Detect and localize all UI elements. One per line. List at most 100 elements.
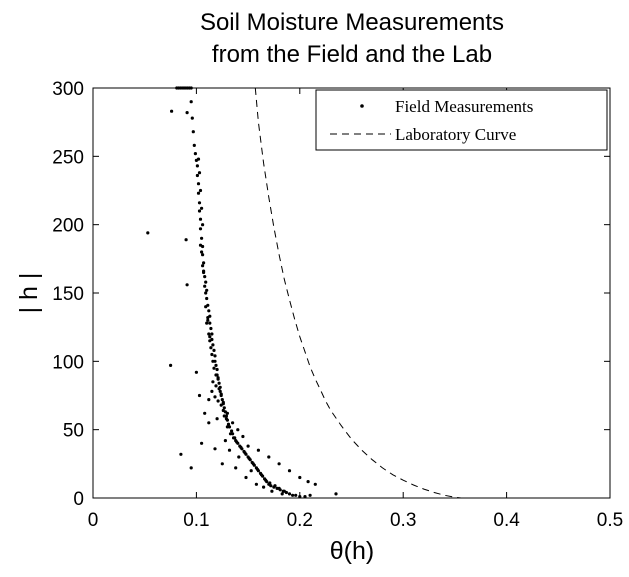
field-measurement-point: [197, 393, 202, 398]
x-tick-label: 0.4: [493, 510, 520, 531]
field-measurement-point: [244, 475, 248, 480]
field-measurement-point: [210, 332, 214, 336]
field-measurement-point: [203, 275, 207, 279]
field-measurement-point: [195, 164, 199, 168]
field-measurement-point: [277, 462, 281, 466]
field-measurement-point: [203, 284, 207, 288]
field-measurement-point: [197, 171, 202, 175]
field-measurement-point: [220, 462, 224, 466]
field-measurement-point: [247, 456, 251, 460]
field-measurement-point: [189, 100, 193, 104]
y-tick-label: 100: [52, 352, 84, 373]
field-measurement-point: [184, 238, 188, 242]
field-measurement-point: [262, 485, 266, 489]
field-measurement-point: [282, 489, 286, 493]
field-measurement-point: [313, 482, 317, 486]
field-measurement-point: [194, 370, 198, 374]
field-measurement-point: [216, 376, 220, 380]
field-measurement-point: [256, 448, 260, 452]
field-measurement-point: [207, 332, 211, 336]
field-measurement-point: [215, 417, 219, 421]
field-measurement-point: [211, 343, 215, 347]
field-measurement-point: [255, 467, 259, 471]
field-measurement-point: [202, 270, 206, 275]
field-measurement-point: [237, 455, 241, 459]
field-measurement-point: [195, 173, 199, 178]
field-measurement-point: [298, 495, 302, 499]
field-measurement-point: [208, 321, 212, 325]
field-measurement-point: [204, 291, 208, 295]
field-measurement-point: [291, 493, 295, 497]
field-measurement-point: [207, 398, 211, 402]
field-measurement-point: [217, 381, 221, 385]
field-measurement-point: [197, 201, 202, 205]
y-tick-label: 0: [73, 489, 84, 510]
field-measurement-point: [212, 366, 216, 370]
legend: Field Measurements Laboratory Curve: [315, 89, 608, 151]
field-measurement-point: [270, 489, 274, 493]
field-measurement-point: [206, 318, 210, 322]
field-measurement-point: [200, 441, 204, 445]
field-measurement-point: [298, 475, 302, 480]
field-measurement-point: [192, 143, 196, 147]
field-measurement-point: [213, 447, 217, 451]
field-measurement-point: [234, 466, 238, 470]
y-axis: 0 50 100 150 200 250 300: [52, 79, 610, 510]
field-measurement-point: [207, 309, 211, 313]
x-tick-label: 0.5: [597, 510, 623, 531]
field-measurement-point: [198, 217, 203, 221]
field-measurement-point: [203, 411, 207, 415]
field-measurement-point: [254, 482, 258, 486]
field-measurement-point: [209, 346, 213, 350]
field-measurement-point: [243, 451, 247, 455]
field-measurement-point: [200, 206, 204, 210]
field-measurement-point: [227, 448, 232, 452]
field-measurement-point: [204, 280, 208, 284]
field-measurement-point: [196, 191, 201, 195]
field-measurement-point: [211, 380, 215, 384]
x-tick-label: 0.2: [287, 510, 313, 531]
field-measurement-point: [277, 486, 281, 490]
laboratory-curve-line: [254, 87, 462, 499]
y-axis-label: | h |: [15, 273, 43, 314]
field-measurement-point: [209, 326, 213, 331]
field-measurement-point: [197, 209, 202, 213]
field-measurement-point: [220, 398, 224, 402]
field-measurement-point: [280, 492, 284, 496]
x-tick-label: 0.1: [183, 510, 209, 531]
field-measurement-point: [236, 428, 240, 432]
y-tick-label: 250: [52, 147, 84, 168]
field-measurement-point: [210, 389, 214, 393]
field-measurement-point: [225, 411, 229, 415]
x-tick-label: 0: [88, 510, 99, 531]
field-measurement-point: [217, 387, 221, 391]
field-measurement-point: [267, 455, 271, 459]
field-measurement-point: [222, 414, 226, 418]
field-measurement-point: [221, 400, 225, 404]
field-measurement-point: [190, 116, 194, 120]
y-tick-label: 50: [63, 421, 84, 442]
legend-box: [315, 89, 608, 151]
field-measurement-point: [269, 484, 273, 488]
field-measurement-point: [179, 452, 183, 456]
field-measurement-point: [303, 495, 307, 499]
x-axis: 0 0.1 0.2 0.3 0.4 0.5: [88, 88, 623, 531]
field-measurement-point: [212, 348, 216, 352]
laboratory-curve-series: [254, 87, 462, 499]
field-measurement-point: [205, 321, 209, 325]
field-measurement-point: [146, 231, 150, 235]
field-measurement-point: [251, 462, 255, 466]
y-tick-label: 150: [52, 284, 84, 305]
field-measurement-point: [306, 480, 310, 484]
field-measurement-point: [232, 436, 236, 440]
field-measurement-point: [198, 188, 203, 193]
field-measurement-point: [224, 417, 228, 421]
field-measurement-point: [204, 305, 208, 309]
field-measurement-point: [231, 421, 235, 425]
field-measurement-point: [226, 422, 231, 426]
field-measurement-point: [222, 406, 226, 410]
x-axis-label: θ(h): [330, 537, 374, 565]
field-measurement-point: [185, 283, 189, 287]
field-measurement-point: [214, 384, 218, 388]
field-measurement-point: [268, 481, 272, 485]
